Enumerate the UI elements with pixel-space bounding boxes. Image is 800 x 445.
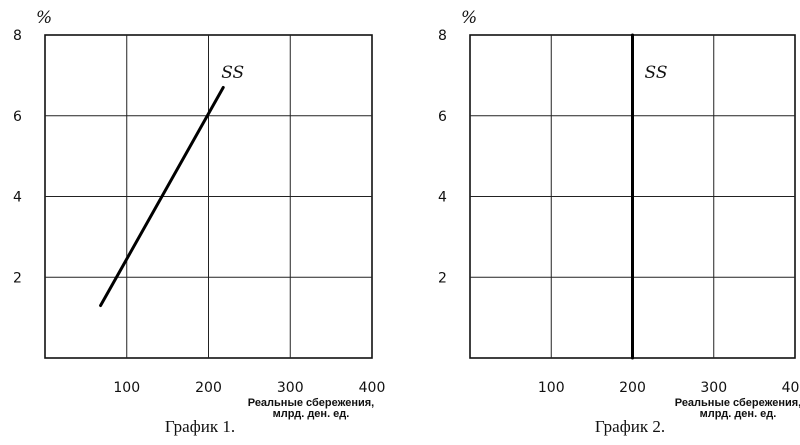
chart-title: График 1. (165, 417, 235, 436)
y-tick-label: 4 (438, 190, 447, 206)
chart-title: График 2. (595, 417, 665, 436)
x-tick-label: 300 (277, 380, 304, 396)
y-tick-label: 8 (13, 28, 22, 44)
x-tick-label: 200 (619, 380, 646, 396)
x-tick-label: 300 (700, 380, 727, 396)
series-label-ss: SS (645, 63, 668, 83)
y-tick-label: 2 (438, 270, 447, 286)
series-line-ss (99, 85, 225, 308)
x-axis-label-line: млрд. ден. ед. (700, 408, 777, 420)
x-axis-label-line: млрд. ден. ед. (273, 408, 350, 420)
x-tick-label: 400 (782, 380, 800, 396)
x-axis-label-line: Реальные сбережения, (675, 397, 800, 409)
y-unit-label: % (461, 8, 477, 28)
y-unit-label: % (36, 8, 52, 28)
x-tick-label: 200 (195, 380, 222, 396)
y-tick-label: 8 (438, 28, 447, 44)
chart-1: 2 4 6 8 100 200 300 400% Реальные сбережения,млр… (13, 8, 385, 436)
chart-2: 2 4 6 8 100 200 300 400% Реальные сбережения,млр… (438, 8, 800, 436)
y-tick-label: 2 (13, 270, 22, 286)
x-tick-label: 100 (113, 380, 140, 396)
y-tick-label: 6 (438, 109, 447, 125)
x-axis-label-line: Реальные сбережения, (248, 397, 375, 409)
y-tick-label: 4 (13, 190, 22, 206)
x-tick-label: 400 (359, 380, 386, 396)
series-label-ss: SS (221, 63, 244, 83)
y-tick-label: 6 (13, 109, 22, 125)
x-tick-label: 100 (538, 380, 565, 396)
